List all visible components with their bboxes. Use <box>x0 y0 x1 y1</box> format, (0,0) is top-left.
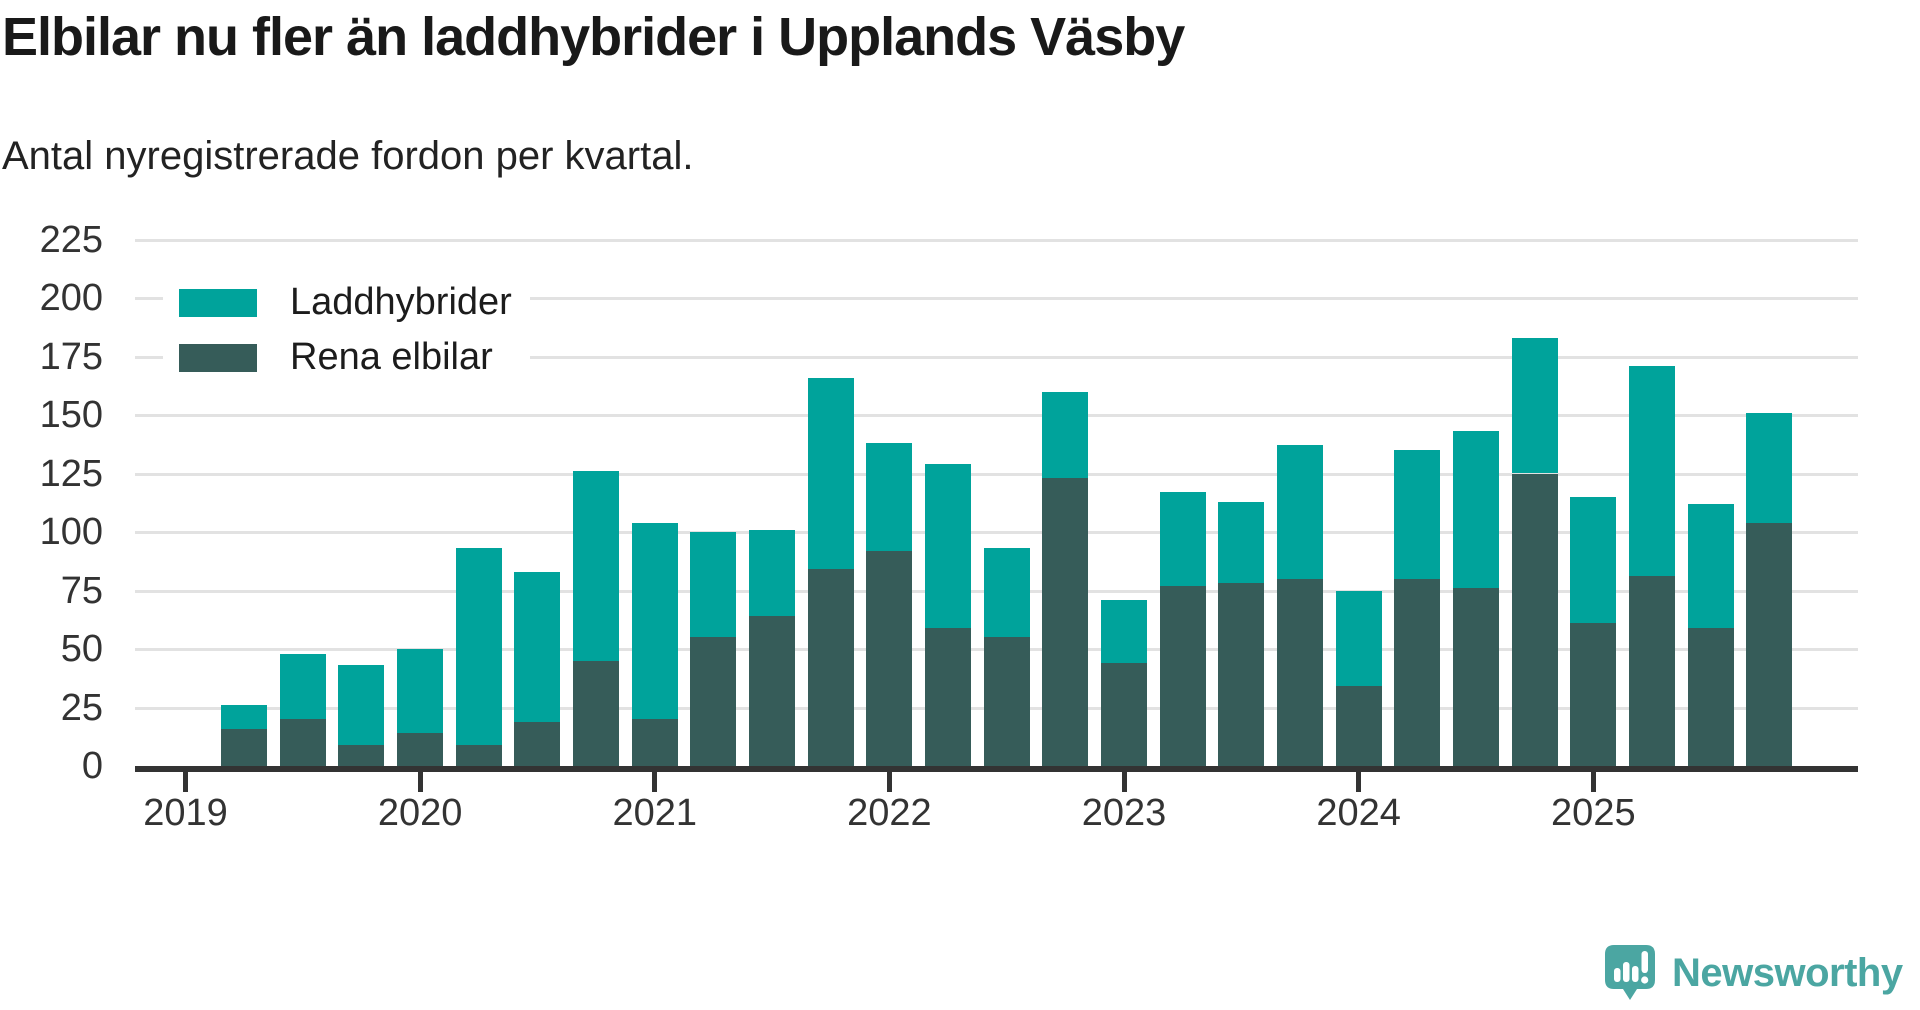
bar-segment-laddhybrider <box>1042 391 1089 479</box>
legend: Laddhybrider Rena elbilar <box>163 270 530 392</box>
bar-segment-laddhybrider <box>1453 431 1500 589</box>
bar-segment-rena-elbilar <box>1101 663 1148 766</box>
gridline-y-150 <box>135 414 1858 417</box>
x-tick-label-2019: 2019 <box>143 792 228 834</box>
newsworthy-logo-text: Newsworthy <box>1672 950 1903 995</box>
bar-segment-laddhybrider <box>1511 337 1558 474</box>
y-tick-label-175: 175 <box>39 335 103 378</box>
bar-segment-laddhybrider <box>983 548 1030 638</box>
bar-segment-rena-elbilar <box>1394 578 1441 766</box>
bar-segment-laddhybrider <box>221 705 268 729</box>
bar-segment-laddhybrider <box>749 529 796 617</box>
chart-title: Elbilar nu fler än laddhybrider i Upplan… <box>2 7 1185 67</box>
bar-segment-rena-elbilar <box>1746 522 1793 766</box>
bar-segment-laddhybrider <box>1218 501 1265 584</box>
bar-segment-rena-elbilar <box>279 719 326 766</box>
bar-segment-laddhybrider <box>1746 412 1793 523</box>
bar-segment-rena-elbilar <box>1335 686 1382 766</box>
bar-segment-rena-elbilar <box>1570 623 1617 766</box>
bar-segment-rena-elbilar <box>631 719 678 766</box>
bar-segment-laddhybrider <box>397 649 444 734</box>
x-tick-2021 <box>652 772 658 792</box>
chart-subtitle: Antal nyregistrerade fordon per kvartal. <box>2 134 694 178</box>
bar-segment-laddhybrider <box>925 464 972 628</box>
bar-segment-rena-elbilar <box>690 637 737 766</box>
x-tick-label-2024: 2024 <box>1316 792 1401 834</box>
gridline-y-125 <box>135 472 1858 476</box>
legend-swatch-rena-elbilar <box>179 343 257 372</box>
y-tick-label-50: 50 <box>60 628 103 670</box>
bar-segment-rena-elbilar <box>1511 473 1558 766</box>
bar-segment-laddhybrider <box>631 522 678 720</box>
x-tick-label-2023: 2023 <box>1081 792 1167 834</box>
bar-segment-rena-elbilar <box>1159 585 1206 766</box>
bar-segment-rena-elbilar <box>749 616 796 766</box>
x-tick-label-2020: 2020 <box>377 792 463 834</box>
bar-segment-rena-elbilar <box>1218 583 1265 766</box>
bar-segment-laddhybrider <box>455 548 502 745</box>
legend-item-rena-elbilar: Rena elbilar <box>179 335 512 380</box>
bar-segment-laddhybrider <box>1277 445 1324 579</box>
x-tick-2020 <box>417 772 423 792</box>
x-tick-2023 <box>1121 772 1127 792</box>
x-tick-2022 <box>886 772 892 792</box>
bar-segment-laddhybrider <box>690 532 737 638</box>
y-tick-label-0: 0 <box>81 745 103 787</box>
legend-swatch-laddhybrider <box>179 288 257 317</box>
bar-segment-rena-elbilar <box>807 569 854 766</box>
x-tick-2024 <box>1356 772 1362 792</box>
newsworthy-logo-icon <box>1605 945 1655 1000</box>
bar-segment-rena-elbilar <box>397 733 444 766</box>
bar-segment-laddhybrider <box>1335 590 1382 687</box>
bar-segment-rena-elbilar <box>1453 588 1500 766</box>
newsworthy-logo: Newsworthy <box>1604 944 1903 1002</box>
gridline-y-175 <box>135 355 1858 359</box>
bar-segment-rena-elbilar <box>1277 578 1324 766</box>
bar-segment-laddhybrider <box>338 665 385 745</box>
bar-segment-laddhybrider <box>1629 365 1675 577</box>
gridline-y-100 <box>135 531 1858 534</box>
y-tick-label-150: 150 <box>39 394 103 436</box>
bar-segment-rena-elbilar <box>1629 576 1675 766</box>
bar-segment-rena-elbilar <box>1687 627 1734 766</box>
x-tick-label-2022: 2022 <box>847 792 932 834</box>
bar-segment-laddhybrider <box>1394 450 1441 579</box>
bar-segment-laddhybrider <box>1570 496 1617 624</box>
bar-segment-rena-elbilar <box>925 627 972 766</box>
y-tick-label-75: 75 <box>60 569 103 612</box>
y-tick-label-225: 225 <box>39 218 103 261</box>
bar-segment-laddhybrider <box>279 653 326 720</box>
bar-segment-rena-elbilar <box>455 744 502 766</box>
legend-label-laddhybrider: Laddhybrider <box>290 281 512 323</box>
gridline-y-200 <box>135 297 1858 300</box>
x-tick-2025 <box>1590 772 1596 792</box>
bar-segment-laddhybrider <box>1687 503 1734 628</box>
bar-segment-laddhybrider <box>1101 599 1148 664</box>
y-tick-label-100: 100 <box>39 511 103 553</box>
bar-segment-rena-elbilar <box>514 721 561 766</box>
bar-segment-laddhybrider <box>1159 492 1206 586</box>
x-tick-label-2021: 2021 <box>612 792 698 834</box>
y-tick-label-200: 200 <box>39 277 103 319</box>
bar-segment-laddhybrider <box>573 471 620 661</box>
bar-segment-laddhybrider <box>514 571 561 722</box>
legend-item-laddhybrider: Laddhybrider <box>179 280 512 325</box>
y-tick-label-25: 25 <box>60 686 103 729</box>
bar-segment-laddhybrider <box>807 377 854 570</box>
x-axis-line <box>135 766 1858 772</box>
y-tick-label-125: 125 <box>39 452 103 495</box>
bar-segment-rena-elbilar <box>1042 478 1089 766</box>
legend-label-rena-elbilar: Rena elbilar <box>290 336 493 378</box>
x-tick-2019 <box>183 772 188 792</box>
bar-segment-rena-elbilar <box>983 637 1030 766</box>
bar-segment-rena-elbilar <box>221 728 268 766</box>
bar-segment-rena-elbilar <box>573 660 620 766</box>
gridline-y-225 <box>135 238 1858 242</box>
x-tick-label-2025: 2025 <box>1551 792 1636 834</box>
bar-segment-rena-elbilar <box>338 744 385 766</box>
bar-segment-rena-elbilar <box>866 550 913 766</box>
bar-segment-laddhybrider <box>866 443 913 551</box>
